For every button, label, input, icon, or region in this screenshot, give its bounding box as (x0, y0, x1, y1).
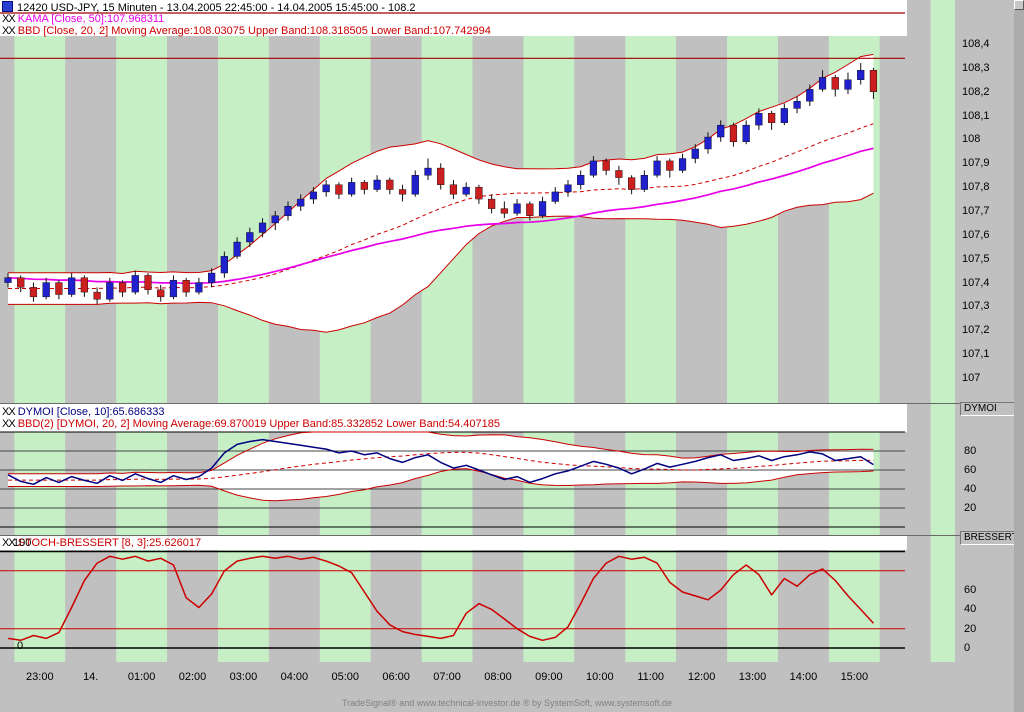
dymoi-axis-label: 80 (964, 445, 977, 457)
legend-kama-row: XX KAMA [Close, 50]:107.968311 (2, 13, 164, 25)
chart-title: 12420 USD-JPY, 15 Minuten - 13.04.2005 2… (17, 2, 416, 14)
price-axis-label: 108,1 (962, 109, 990, 122)
price-axis-label: 107,5 (962, 252, 990, 265)
time-axis-label: 03:00 (229, 671, 258, 683)
legend-dymoi-bbd-text: BBD(2) [DYMOI, 20, 2] Moving Average:69.… (17, 418, 500, 430)
price-axis-label: 107,9 (962, 157, 990, 170)
scrollbar-button[interactable] (1014, 0, 1024, 10)
indicator-toggle-kama[interactable]: XX (2, 13, 16, 25)
time-axis-label: 15:00 (840, 671, 869, 683)
indicator-toggle-bressert[interactable]: XX (2, 537, 16, 549)
price-axis-label: 108,3 (962, 61, 990, 74)
dymoi-axis-label: 40 (964, 483, 977, 495)
time-axis-label: 11:00 (637, 671, 665, 683)
time-axis-label: 14:00 (789, 671, 818, 683)
legend-bbd-text: BBD [Close, 20, 2] Moving Average:108.03… (17, 25, 491, 37)
time-axis-label: 08:00 (484, 671, 512, 683)
time-axis-label: 01:00 (127, 671, 156, 683)
legend-bressert-text: STOCH-BRESSERT [8, 3]:25.626017 (17, 537, 202, 549)
price-axis-label: 107,2 (962, 324, 990, 337)
chart-document-icon (2, 1, 13, 12)
price-axis-label: 107,8 (962, 181, 990, 194)
bressert-axis-label: 20 (964, 622, 977, 635)
legend-kama-text: KAMA [Close, 50]:107.968311 (17, 13, 165, 25)
price-axis-label: 107,4 (962, 276, 990, 289)
bressert-left-axis-label: 100 (13, 537, 32, 549)
price-axis-label: 107 (962, 371, 981, 384)
legend-dymoi-bbd-row: XX BBD(2) [DYMOI, 20, 2] Moving Average:6… (2, 418, 500, 430)
price-axis-label: 108,4 (962, 38, 990, 50)
indicator-toggle-dymoi[interactable]: XX (2, 406, 16, 418)
dymoi-panel-label[interactable]: DYMOI (960, 402, 1023, 416)
legend-dymoi-row: XX DYMOI [Close, 10]:65.686333 (2, 406, 164, 418)
price-axis-label: 107,3 (962, 300, 990, 313)
time-axis-label: 23:00 (26, 671, 54, 683)
indicator-toggle-bbd[interactable]: XX (2, 25, 16, 37)
time-axis-label: 06:00 (382, 671, 410, 683)
time-axis-label: 14. (83, 671, 99, 683)
legend-dymoi-text: DYMOI [Close, 10]:65.686333 (17, 406, 165, 418)
bressert-axis-label: 60 (964, 584, 977, 597)
bressert-panel-label[interactable]: BRESSERT (960, 531, 1023, 545)
bressert-axis-label: 0 (964, 642, 971, 654)
time-axis-label: 10:00 (586, 671, 614, 683)
chart-title-row: 12420 USD-JPY, 15 Minuten - 13.04.2005 2… (2, 1, 416, 14)
dymoi-axis-label: 20 (964, 502, 977, 514)
time-axis-label: 05:00 (331, 671, 360, 683)
price-axis-label: 108,2 (962, 85, 990, 98)
time-axis-label: 12:00 (687, 671, 716, 683)
price-axis-label: 108 (962, 133, 981, 146)
time-axis-label: 02:00 (178, 671, 207, 683)
time-axis-label: 07:00 (433, 671, 461, 683)
dymoi-axis-label: 60 (964, 464, 977, 476)
indicator-toggle-dymoi-bbd[interactable]: XX (2, 418, 16, 430)
time-axis-label: 04:00 (280, 671, 309, 683)
time-axis-label: 09:00 (535, 671, 563, 683)
bressert-axis-label: 40 (964, 603, 977, 616)
price-axis-label: 107,7 (962, 204, 990, 217)
footer-credit: TradeSignal® and www.technical-investor.… (341, 698, 673, 708)
price-axis-label: 107,1 (962, 348, 990, 361)
price-axis-label: 107,6 (962, 228, 990, 241)
time-axis-label: 13:00 (738, 671, 767, 683)
bressert-left-axis-label: 0 (17, 640, 24, 652)
legend-bbd-row: XX BBD [Close, 20, 2] Moving Average:108.… (2, 25, 491, 37)
right-scrollbar[interactable] (1014, 0, 1024, 712)
legend-bressert-row: XX STOCH-BRESSERT [8, 3]:25.626017 (2, 537, 201, 549)
